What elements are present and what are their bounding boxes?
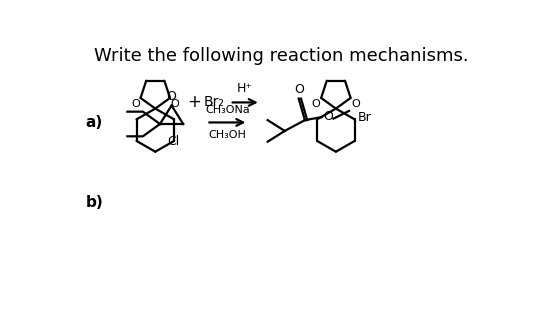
Text: O: O [167, 90, 176, 103]
Text: CH₃OH: CH₃OH [208, 130, 246, 140]
Text: Br: Br [358, 111, 372, 124]
Text: a): a) [85, 115, 103, 130]
Text: H⁺: H⁺ [237, 82, 253, 95]
Text: O: O [351, 99, 360, 109]
Text: +: + [187, 93, 201, 111]
Text: O: O [312, 99, 321, 109]
Text: Cl: Cl [167, 135, 179, 148]
Text: O: O [294, 83, 304, 96]
Text: Br₂: Br₂ [204, 95, 225, 109]
Text: O: O [131, 99, 140, 109]
Text: O: O [323, 110, 333, 123]
Text: CH₃ONa: CH₃ONa [205, 105, 250, 115]
Text: O: O [171, 99, 180, 109]
Text: Write the following reaction mechanisms.: Write the following reaction mechanisms. [94, 47, 468, 65]
Text: b): b) [85, 195, 104, 210]
